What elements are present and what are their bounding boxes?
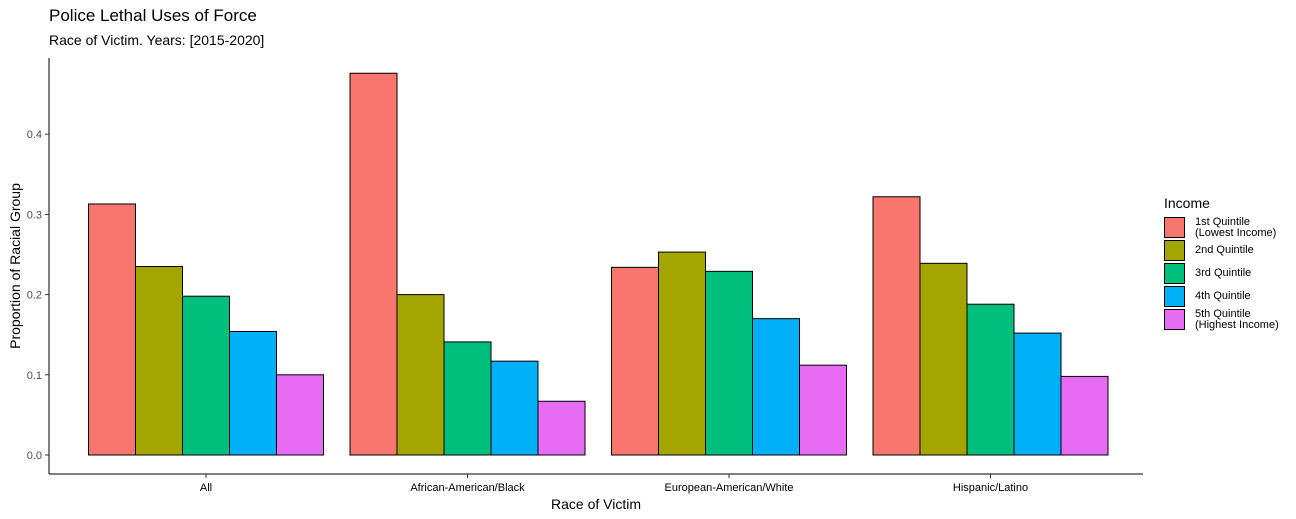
legend-label: 5th Quintile (Highest Income)	[1195, 307, 1279, 331]
legend-label: 2nd Quintile	[1195, 244, 1254, 256]
bar	[799, 364, 847, 456]
x-tick-label: All	[200, 482, 212, 494]
legend-item: 3rd Quintile	[1164, 262, 1279, 285]
bar	[658, 251, 706, 456]
y-tick-label: 0.4	[27, 129, 42, 141]
legend-item: 4th Quintile	[1164, 285, 1279, 308]
legend-item: 2nd Quintile	[1164, 239, 1279, 262]
bar	[1013, 332, 1062, 456]
bar	[182, 295, 230, 456]
bar	[966, 303, 1015, 456]
legend-label: 4th Quintile	[1195, 290, 1251, 302]
chart-subtitle: Race of Victim. Years: [2015-2020]	[49, 32, 265, 48]
legend-title: Income	[1164, 195, 1210, 211]
legend-item: 1st Quintile (Lowest Income)	[1164, 216, 1279, 239]
y-tick-label: 0.2	[27, 290, 42, 302]
bar	[611, 266, 659, 456]
bar	[349, 72, 398, 456]
legend-items: 1st Quintile (Lowest Income) 2nd Quintile…	[1164, 216, 1279, 331]
bar	[396, 294, 445, 456]
legend-key-swatch	[1164, 309, 1185, 330]
legend-key-swatch	[1164, 240, 1185, 261]
x-tick-label: European-American/White	[664, 482, 793, 494]
bar	[919, 262, 968, 456]
legend-key-swatch	[1164, 286, 1185, 307]
legend-item: 5th Quintile (Highest Income)	[1164, 308, 1279, 331]
y-tick-label: 0.1	[27, 370, 42, 382]
x-axis-title: Race of Victim	[551, 496, 641, 512]
x-tick-label: Hispanic/Latino	[953, 482, 1028, 494]
bar	[276, 374, 324, 456]
bar	[537, 400, 586, 456]
chart-title: Police Lethal Uses of Force	[49, 6, 257, 25]
y-tick-label: 0.0	[27, 450, 42, 462]
legend-key-swatch	[1164, 263, 1185, 284]
bar	[490, 360, 539, 456]
bar	[88, 203, 136, 456]
bar	[872, 196, 921, 456]
bar	[705, 270, 753, 456]
legend: Income 1st Quintile (Lowest Income) 2nd Q…	[1164, 195, 1279, 331]
y-tick-label: 0.3	[27, 209, 42, 221]
bar	[135, 266, 183, 456]
y-axis-title: Proportion of Racial Group	[7, 183, 23, 349]
legend-label: 3rd Quintile	[1195, 267, 1252, 279]
bar	[443, 341, 492, 456]
bar	[1060, 375, 1109, 456]
bar	[752, 318, 800, 456]
legend-key-swatch	[1164, 217, 1185, 238]
bar	[229, 330, 277, 456]
legend-label: 1st Quintile (Lowest Income)	[1195, 215, 1277, 239]
x-tick-label: African-American/Black	[410, 482, 525, 494]
